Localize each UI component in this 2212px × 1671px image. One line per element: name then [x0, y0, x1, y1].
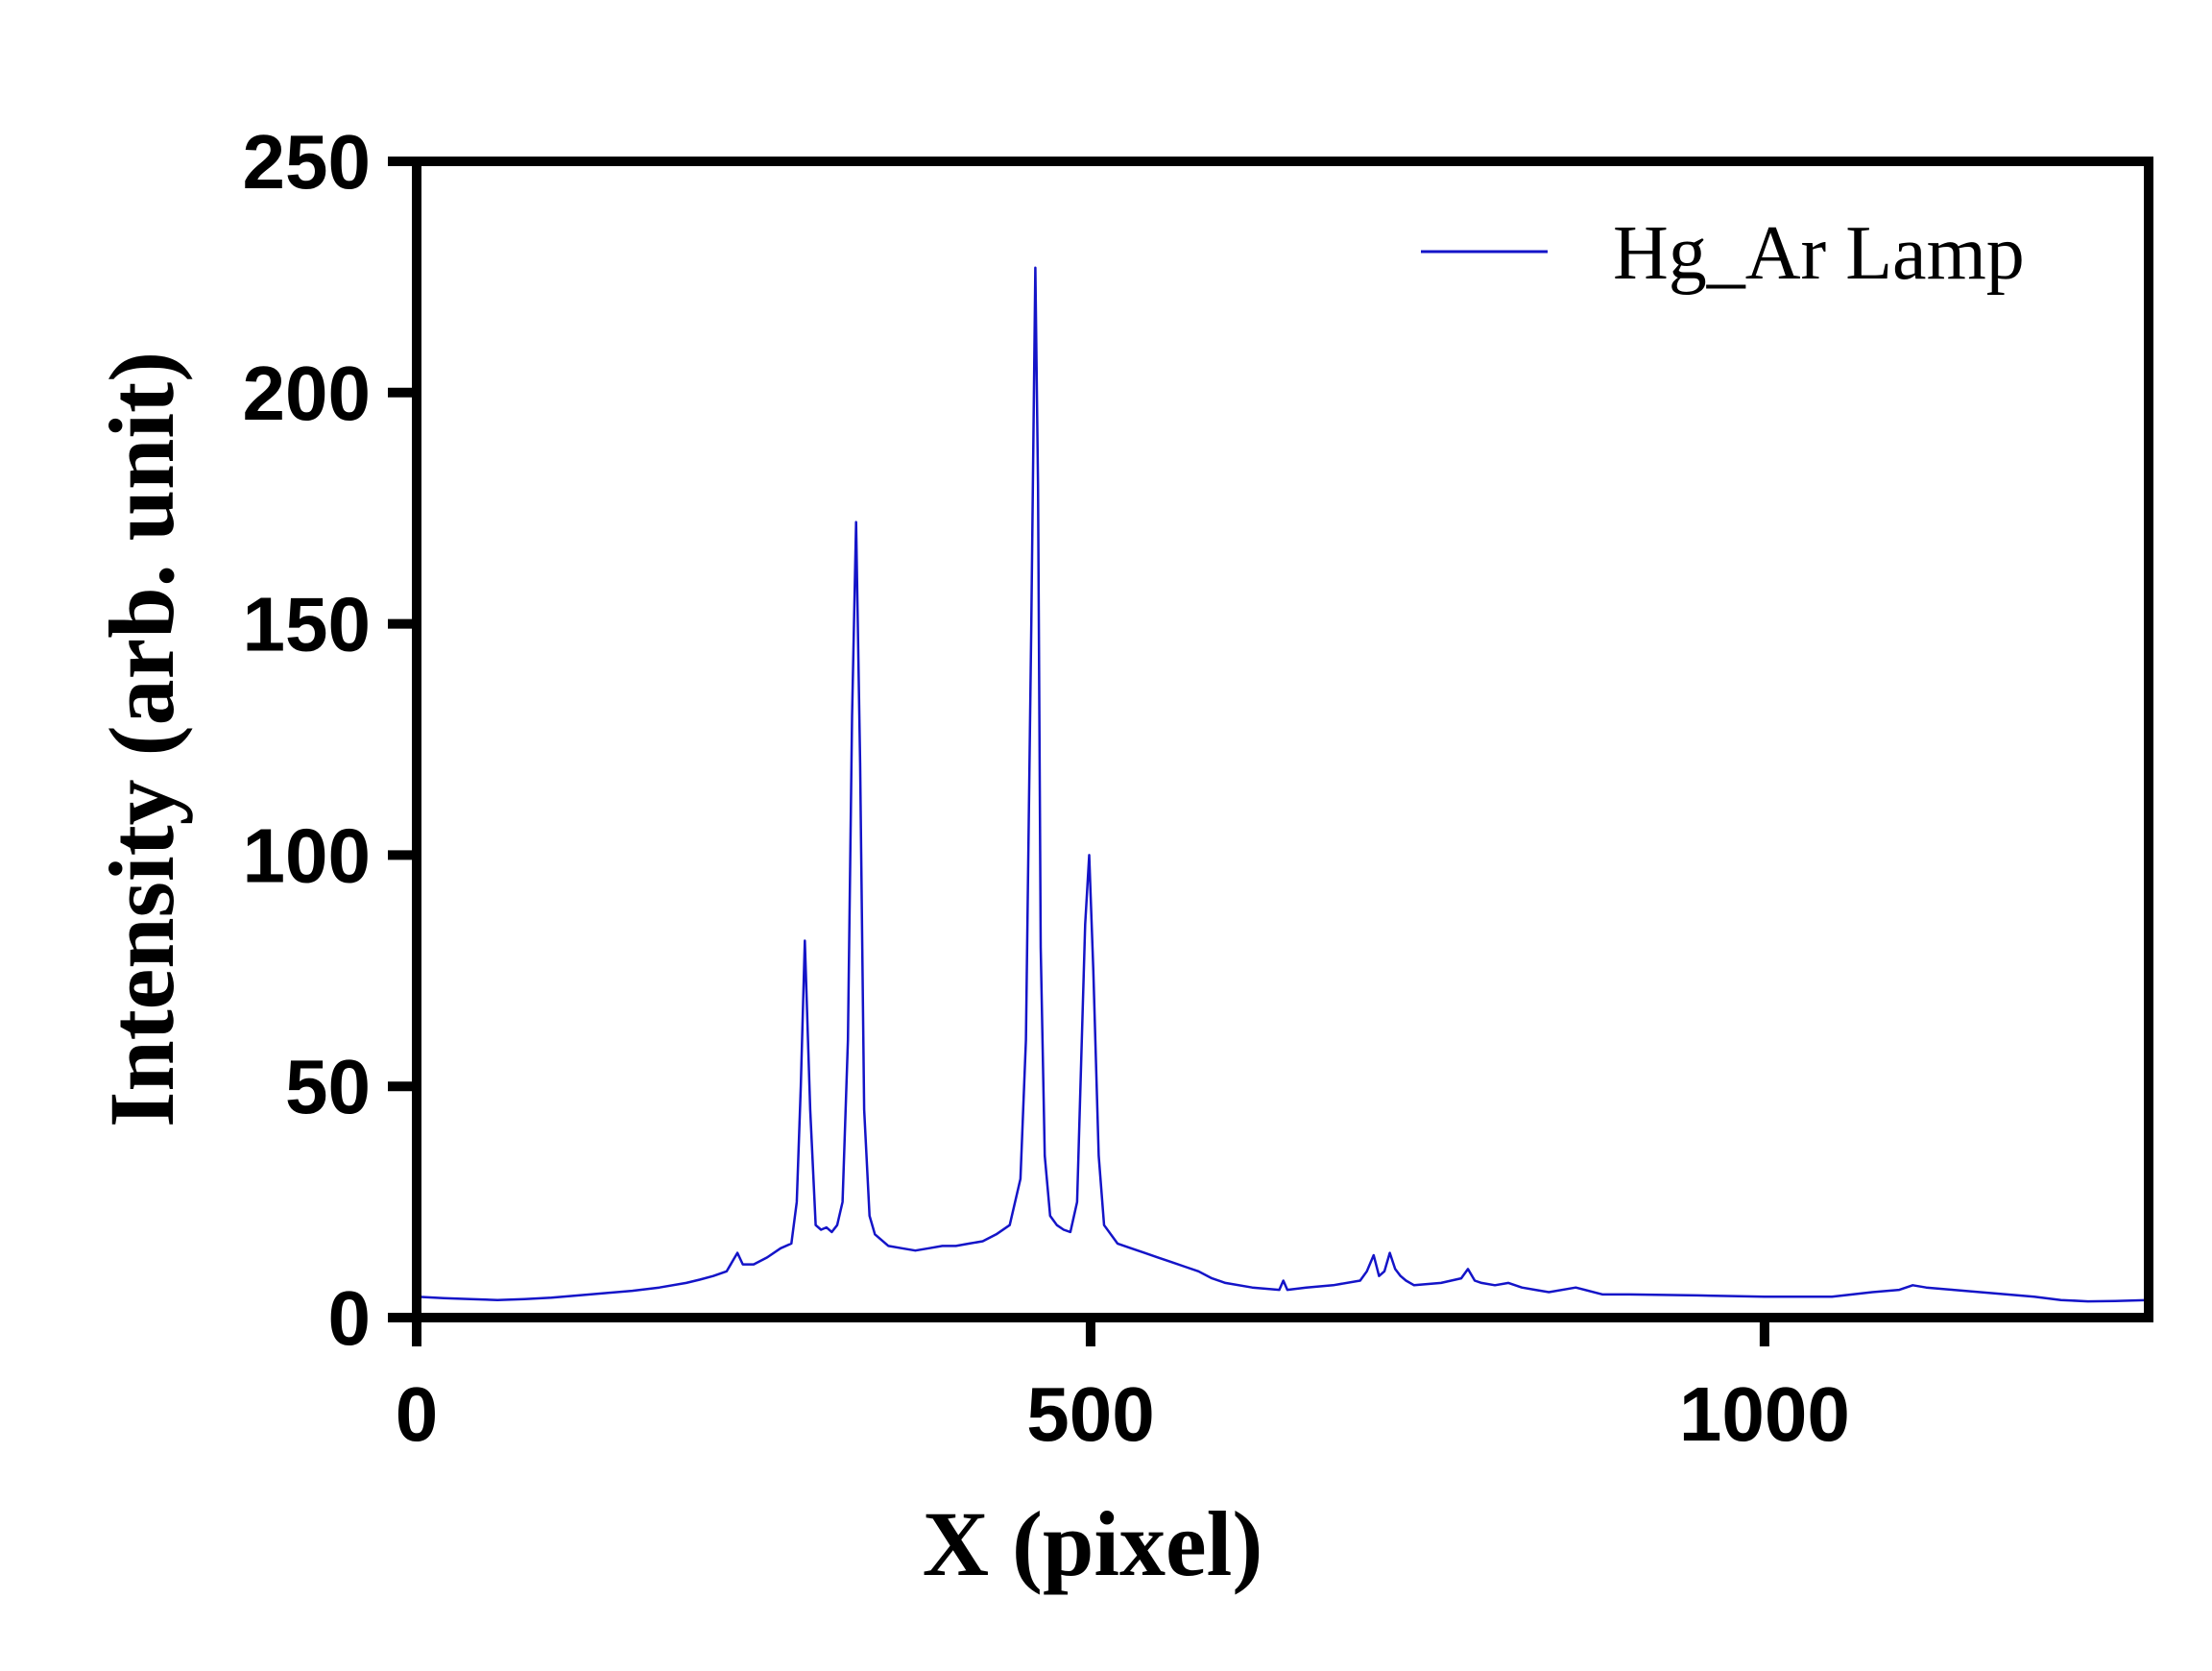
plot-frame: [412, 157, 2153, 1322]
y-tick-label: 50: [285, 1044, 371, 1129]
y-tick-label: 200: [243, 351, 371, 436]
x-axis-title: X (pixel): [923, 1492, 1263, 1595]
y-axis-ticks: 0 50 100 150 200 250: [243, 119, 417, 1361]
y-tick-label: 0: [328, 1275, 372, 1361]
series-line-hg-ar-lamp: [416, 266, 2150, 1303]
series-line-group: [416, 266, 2150, 1303]
x-tick-label: 500: [1026, 1371, 1154, 1457]
legend: Hg_Ar Lamp: [1421, 211, 2025, 296]
y-tick-label: 150: [243, 582, 371, 667]
x-tick-label: 0: [396, 1371, 439, 1457]
legend-label: Hg_Ar Lamp: [1613, 211, 2025, 296]
x-axis-ticks: 0 500 1000: [396, 1318, 1850, 1457]
x-tick-label: 1000: [1679, 1371, 1850, 1457]
y-tick-label: 250: [243, 119, 371, 205]
y-axis-title: Intensity (arb. unit): [90, 351, 193, 1127]
y-tick-label: 100: [243, 812, 371, 898]
